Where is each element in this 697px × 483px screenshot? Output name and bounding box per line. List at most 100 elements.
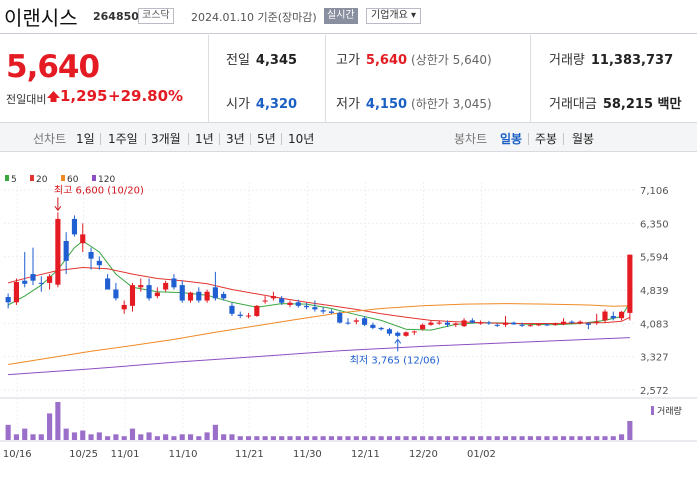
candle-body — [320, 310, 326, 312]
volume-bar — [295, 436, 301, 440]
volume-bar — [378, 436, 384, 440]
company-info-button[interactable]: 기업개요 ▾ — [366, 8, 421, 24]
legend-label: 5 — [11, 175, 17, 185]
candle-body — [428, 322, 434, 325]
volume-bar — [187, 434, 194, 440]
candle-body — [461, 320, 467, 327]
volume-bar — [229, 434, 235, 440]
tab-monthly[interactable]: 월봉 — [572, 132, 595, 146]
candle-body — [163, 282, 169, 290]
realtime-button[interactable]: 실시간 — [324, 8, 358, 24]
legend-label: 60 — [67, 175, 79, 185]
candle-body — [30, 274, 36, 281]
candle-body — [254, 305, 260, 316]
candle-body — [618, 311, 625, 319]
volume-bar — [270, 436, 276, 440]
tab-10y[interactable]: 10년 — [288, 132, 315, 146]
volume-bar — [544, 436, 550, 440]
ma-line-60 — [8, 303, 630, 365]
tab-1d[interactable]: 1일 — [76, 132, 95, 146]
candle-chart-label: 봉차트 — [454, 132, 488, 146]
volume-bar — [569, 436, 575, 440]
stats-panel: 전일 4,345 고가 5,640 (상한가 5,640) 거래량 11,383,737… — [210, 35, 697, 122]
candle-body — [196, 291, 202, 301]
tab-daily[interactable]: 일봉 — [500, 132, 523, 146]
volume-bar — [146, 432, 152, 440]
volume-bar — [279, 436, 285, 440]
tab-1y[interactable]: 1년 — [195, 132, 214, 146]
candle-body — [312, 307, 318, 310]
volume-bar — [436, 436, 442, 440]
tab-3y[interactable]: 3년 — [226, 132, 245, 146]
volume-bar — [469, 436, 475, 440]
candle-body — [187, 292, 194, 301]
volume-bar — [154, 436, 160, 440]
volume-bar — [196, 436, 202, 440]
candle-body — [88, 252, 94, 259]
candle-body — [221, 293, 227, 299]
volume-bar — [453, 436, 459, 440]
volume-bar — [320, 436, 326, 440]
candle-body — [328, 311, 335, 313]
volume-bar — [80, 430, 86, 440]
volume-bar — [519, 436, 525, 440]
y-tick-label: 4,083 — [640, 319, 669, 330]
candle-body — [80, 234, 86, 244]
volume-bar — [96, 432, 102, 440]
candle-body — [22, 280, 28, 284]
volume-bar — [105, 436, 111, 440]
stat-volume: 거래량 11,383,737 — [549, 53, 674, 68]
volume-bar — [262, 436, 268, 440]
volume-bar — [212, 424, 218, 440]
candle-body — [627, 254, 633, 313]
chart-tabs: 선차트 1일 1주일 3개월 1년 3년 5년 10년 봉차트 일봉 주봉 월봉 — [0, 122, 697, 152]
legend-swatch — [30, 175, 34, 181]
volume-bar — [345, 436, 351, 440]
price-chart: 7,106 6,350 5,594 4,839 4,083 3,327 2,572 10/16… — [0, 152, 697, 479]
market-badge: 코스닥 — [138, 8, 174, 24]
candle-body — [47, 276, 53, 283]
volume-bar — [395, 436, 401, 440]
volume-bar — [370, 436, 376, 440]
candle-body — [345, 322, 351, 324]
candle-body — [287, 302, 293, 305]
price-box: 5,640 전일대비 1,295 +29.80% — [0, 35, 209, 122]
stock-name: 이랜시스 — [4, 6, 78, 30]
volume-bar — [527, 436, 533, 440]
tab-5y[interactable]: 5년 — [257, 132, 276, 146]
candle-body — [38, 282, 44, 284]
candle-body — [154, 292, 160, 297]
volume-bar — [179, 434, 185, 440]
candle-body — [13, 282, 20, 303]
stat-high: 고가 5,640 (상한가 5,640) — [336, 53, 492, 68]
x-tick-label: 12/11 — [351, 449, 380, 460]
y-tick-label: 7,106 — [640, 186, 669, 197]
candle-body — [71, 218, 78, 235]
candle-body — [121, 304, 127, 310]
volume-bar — [461, 436, 467, 440]
y-tick-label: 6,350 — [640, 219, 669, 230]
ma-line-120 — [8, 337, 630, 376]
volume-bar — [113, 434, 119, 440]
volume-bar — [478, 436, 484, 440]
volume-bar — [627, 421, 633, 440]
legend-label: 120 — [98, 175, 115, 185]
candle-body — [444, 322, 451, 325]
volume-bar — [411, 436, 417, 440]
tab-1w[interactable]: 1주일 — [108, 132, 138, 146]
tab-weekly[interactable]: 주봉 — [535, 132, 558, 146]
legend-swatch — [61, 175, 65, 181]
volume-legend-swatch — [651, 406, 654, 415]
volume-bar — [5, 424, 11, 440]
candle-body — [146, 285, 152, 299]
tab-3m[interactable]: 3개월 — [151, 132, 181, 146]
volume-bar — [362, 436, 368, 440]
change-label: 전일대비 — [6, 93, 47, 106]
volume-bar — [88, 434, 94, 440]
y-tick-label: 5,594 — [640, 253, 669, 264]
candle-body — [386, 329, 393, 334]
x-tick-label: 10/16 — [3, 449, 32, 460]
volume-bar — [71, 432, 78, 440]
candlestick-chart: 7,106 6,350 5,594 4,839 4,083 3,327 2,572 10/16… — [0, 175, 697, 460]
volume-bar — [511, 436, 517, 440]
